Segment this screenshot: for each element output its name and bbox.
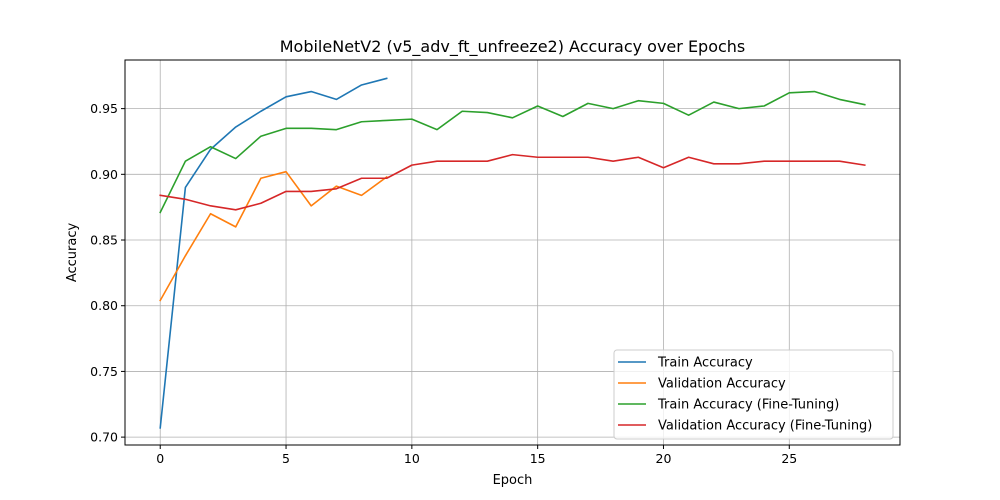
x-tick-label: 5 (282, 451, 290, 466)
y-axis-label: Accuracy (65, 223, 80, 283)
y-tick-label: 0.95 (90, 101, 118, 116)
y-tick-label: 0.80 (90, 298, 118, 313)
x-tick-label: 20 (656, 451, 672, 466)
legend-label-1: Validation Accuracy (658, 377, 786, 392)
x-axis-label: Epoch (493, 473, 533, 488)
y-tick-label: 0.75 (90, 364, 118, 379)
series-line-1 (159, 170, 388, 302)
x-tick-label: 0 (156, 451, 164, 466)
y-tick-label: 0.70 (90, 430, 118, 445)
series-line-3 (159, 153, 866, 211)
legend-label-2: Train Accuracy (Fine-Tuning) (657, 398, 839, 413)
x-tick-label: 25 (781, 451, 797, 466)
legend: Train Accuracy Validation Accuracy Train A… (613, 349, 894, 440)
chart-title: MobileNetV2 (v5_adv_ft_unfreeze2) Accura… (280, 37, 746, 57)
tick-layer: 0 5 10 15 20 25 0.70 0.75 0.80 0.85 0.90 0.95 (90, 101, 797, 466)
y-tick-label: 0.85 (90, 233, 118, 248)
y-tick-label: 0.90 (90, 167, 118, 182)
series-line-2 (159, 90, 866, 214)
x-tick-label: 10 (404, 451, 420, 466)
series-layer (159, 77, 866, 429)
plot-frame (124, 59, 901, 446)
legend-label-0: Train Accuracy (657, 356, 753, 371)
legend-box (613, 349, 894, 440)
x-tick-label: 15 (530, 451, 546, 466)
legend-label-3: Validation Accuracy (Fine-Tuning) (658, 419, 872, 434)
series-line-0 (159, 77, 388, 429)
